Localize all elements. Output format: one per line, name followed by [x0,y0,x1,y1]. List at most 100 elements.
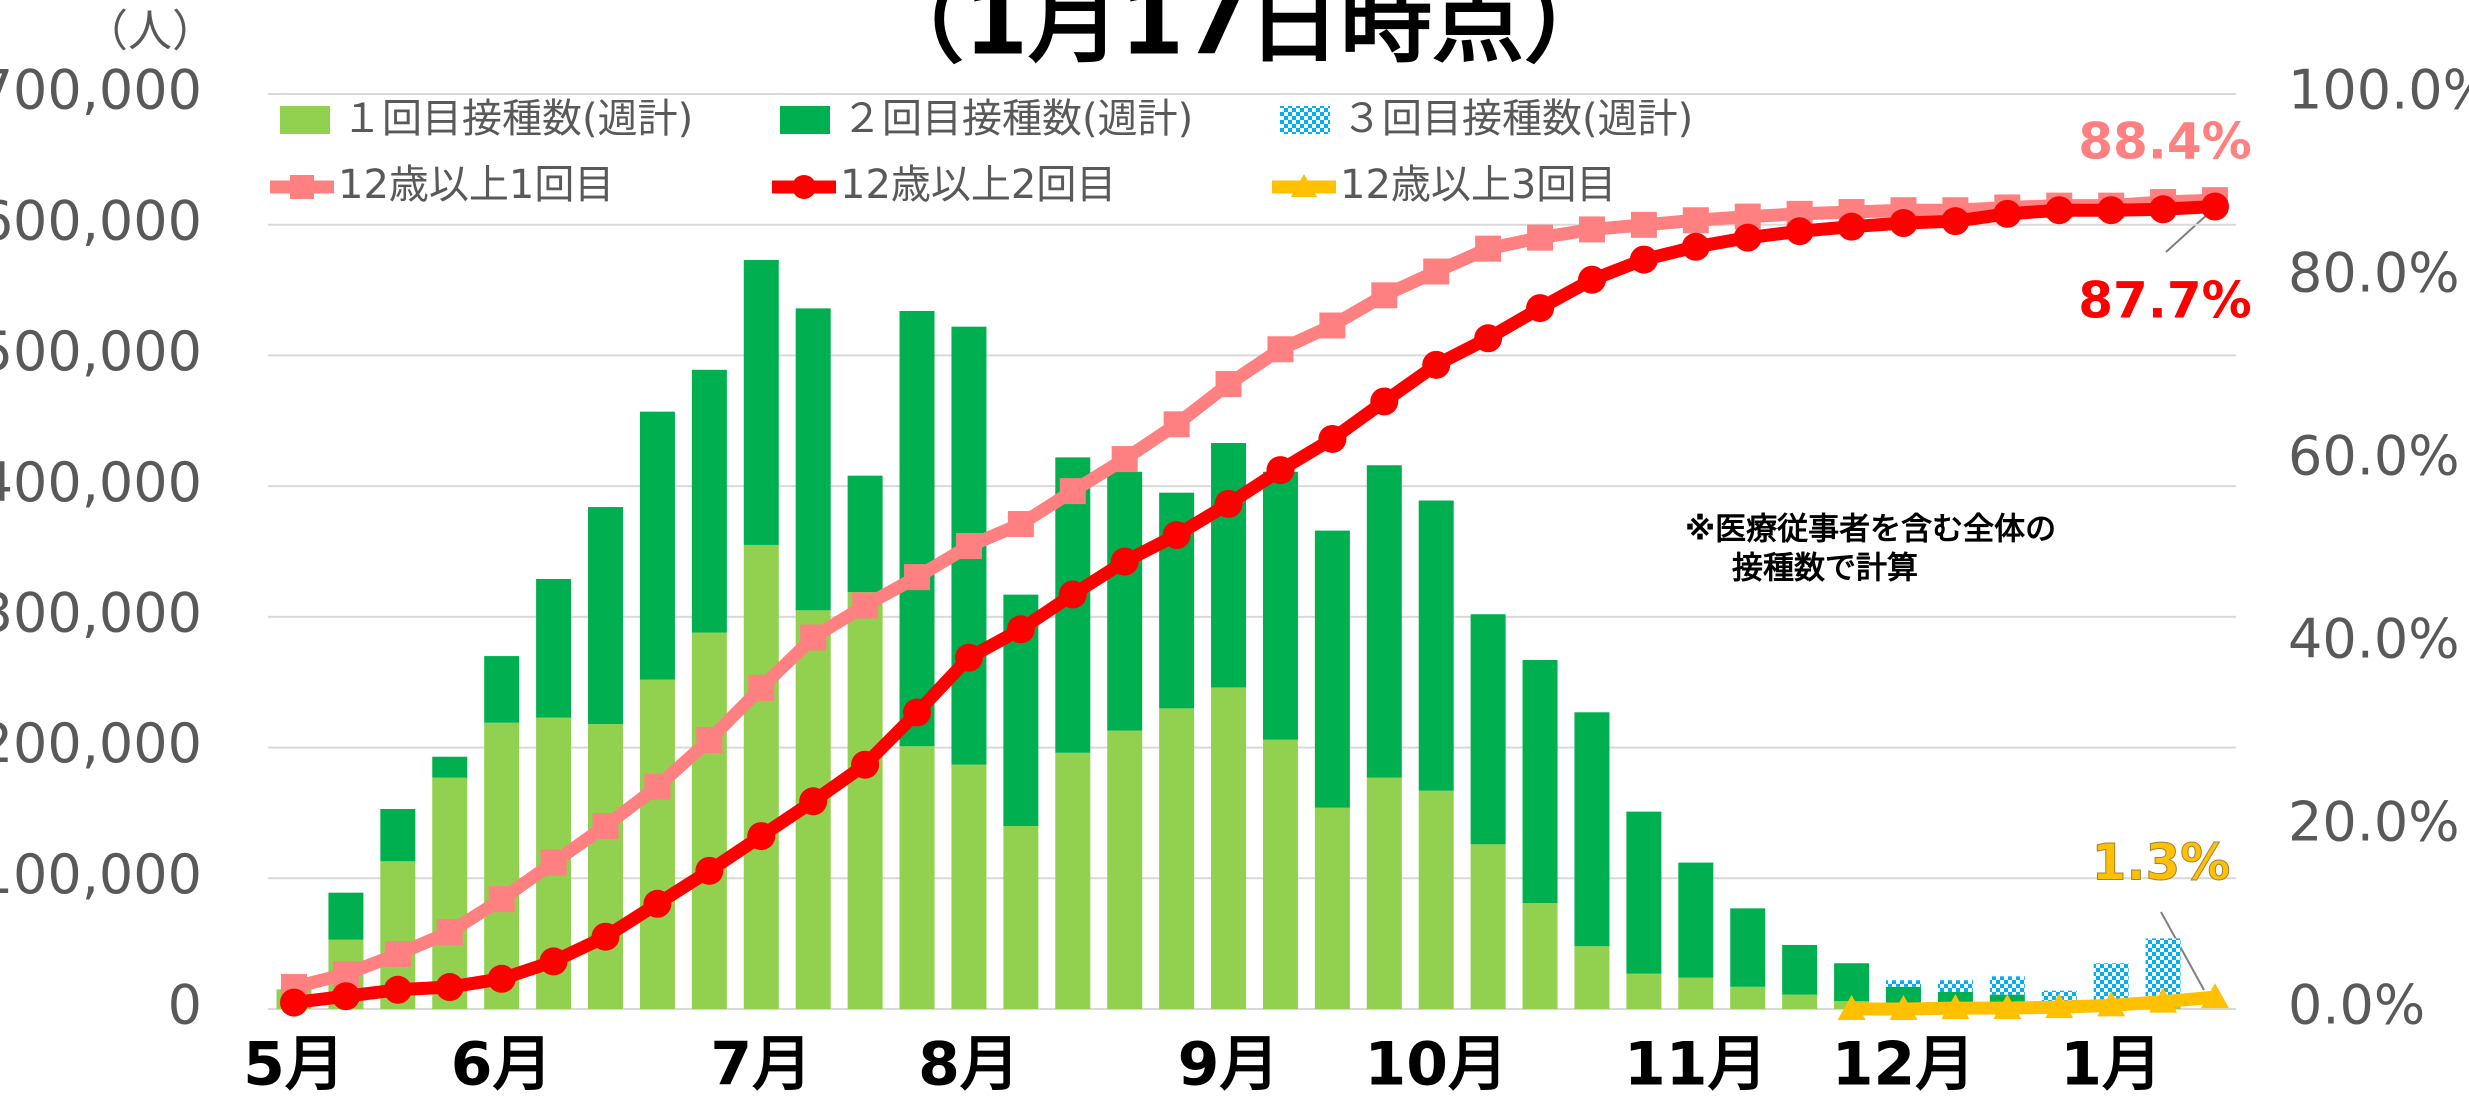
bar [432,777,468,1009]
y-tick-label: 400,000 [0,451,202,514]
bar [743,260,779,545]
y2-tick-label: 80.0% [2288,242,2460,305]
line [292,193,2216,994]
value-label: 87.7% [2078,272,2251,330]
bar [639,411,675,680]
line-marker [2201,983,2229,1009]
bar [1211,687,1247,1009]
line-marker [954,643,983,672]
y-axis-unit: （人） [84,6,216,57]
line-marker [1215,371,1242,398]
line-marker [384,941,411,968]
line-marker [1266,456,1295,485]
line-marker [1629,245,1658,274]
bar [1314,807,1350,1009]
line-marker [1681,232,1710,261]
bar [951,764,987,1009]
line-marker [1578,216,1605,243]
legend-marker [290,175,314,199]
bar [380,809,416,862]
legend-label: 12歳以上2回目 [840,162,1116,208]
legend-marker [1291,174,1317,197]
y2-tick-label: 0.0% [2288,974,2425,1037]
line-marker [2045,993,2074,1019]
bar [1366,465,1402,778]
y-tick-label: 700,000 [0,59,202,122]
line-marker [904,564,931,591]
y-tick-label: 300,000 [0,581,202,644]
bar [899,310,935,747]
value-label: 1.3% [2092,834,2231,892]
x-tick-label: 8月 [918,1030,1020,1097]
bar [1262,739,1298,1009]
bar [1678,977,1714,1009]
line-marker [851,750,880,779]
bar [1782,944,1818,995]
line-marker [1111,446,1138,473]
bar [743,544,779,1009]
legend-label: ３回目接種数(週計) [1342,96,1693,142]
bar [1626,811,1662,974]
bar [1159,708,1195,1009]
bar [847,475,883,593]
line-marker [1577,265,1606,294]
line-marker [1267,336,1294,363]
bar [432,756,468,778]
bar [1055,752,1091,1009]
line-marker [748,674,775,701]
line-marker [1006,615,1035,644]
line-marker [2201,192,2229,221]
line-marker [643,889,672,918]
line-marker [1785,217,1814,246]
line-marker [436,919,463,946]
bar [1418,500,1454,791]
line-marker [799,787,828,816]
bar [1522,659,1558,904]
bar [1834,963,1870,1002]
line-marker [1941,207,1970,236]
line-marker [1319,312,1346,339]
line-marker [800,624,827,651]
legend-label: 12歳以上3回目 [1340,162,1616,208]
bar [1211,443,1247,688]
line-marker [540,849,567,876]
leader-line [2165,211,2211,253]
y-tick-label: 200,000 [0,712,202,775]
line-marker [695,856,724,885]
line-marker [1733,223,1762,252]
line-marker [591,922,620,951]
bar [536,578,572,718]
bar [1366,777,1402,1009]
legend-label: １回目接種数(週計) [342,96,693,142]
line-marker [1162,521,1191,550]
line-marker [2149,987,2178,1013]
line-marker [852,592,879,619]
bar [1782,994,1818,1009]
bar [1574,946,1610,1009]
line-marker [1214,489,1243,518]
line-marker [383,975,412,1004]
line-marker [1370,387,1399,416]
y-tick-label: 100,000 [0,843,202,906]
line-marker [644,773,671,800]
bar [588,507,624,725]
x-tick-label: 6月 [451,1030,553,1097]
bar [1626,973,1662,1009]
bar [1730,986,1766,1009]
x-tick-label: 1月 [2060,1030,2162,1097]
line-marker [280,988,308,1017]
bar [1730,908,1766,987]
y-tick-label: 600,000 [0,189,202,252]
line-marker [1837,212,1866,241]
line-marker [1110,547,1139,576]
line-marker [592,813,619,839]
line-marker [1682,207,1709,234]
line-marker [1889,995,1918,1020]
line-marker [1422,350,1451,379]
line-marker [1371,282,1398,309]
legend-swatch [780,106,830,134]
bar [1522,903,1558,1009]
leader-line [2160,911,2205,991]
bar [328,892,364,940]
